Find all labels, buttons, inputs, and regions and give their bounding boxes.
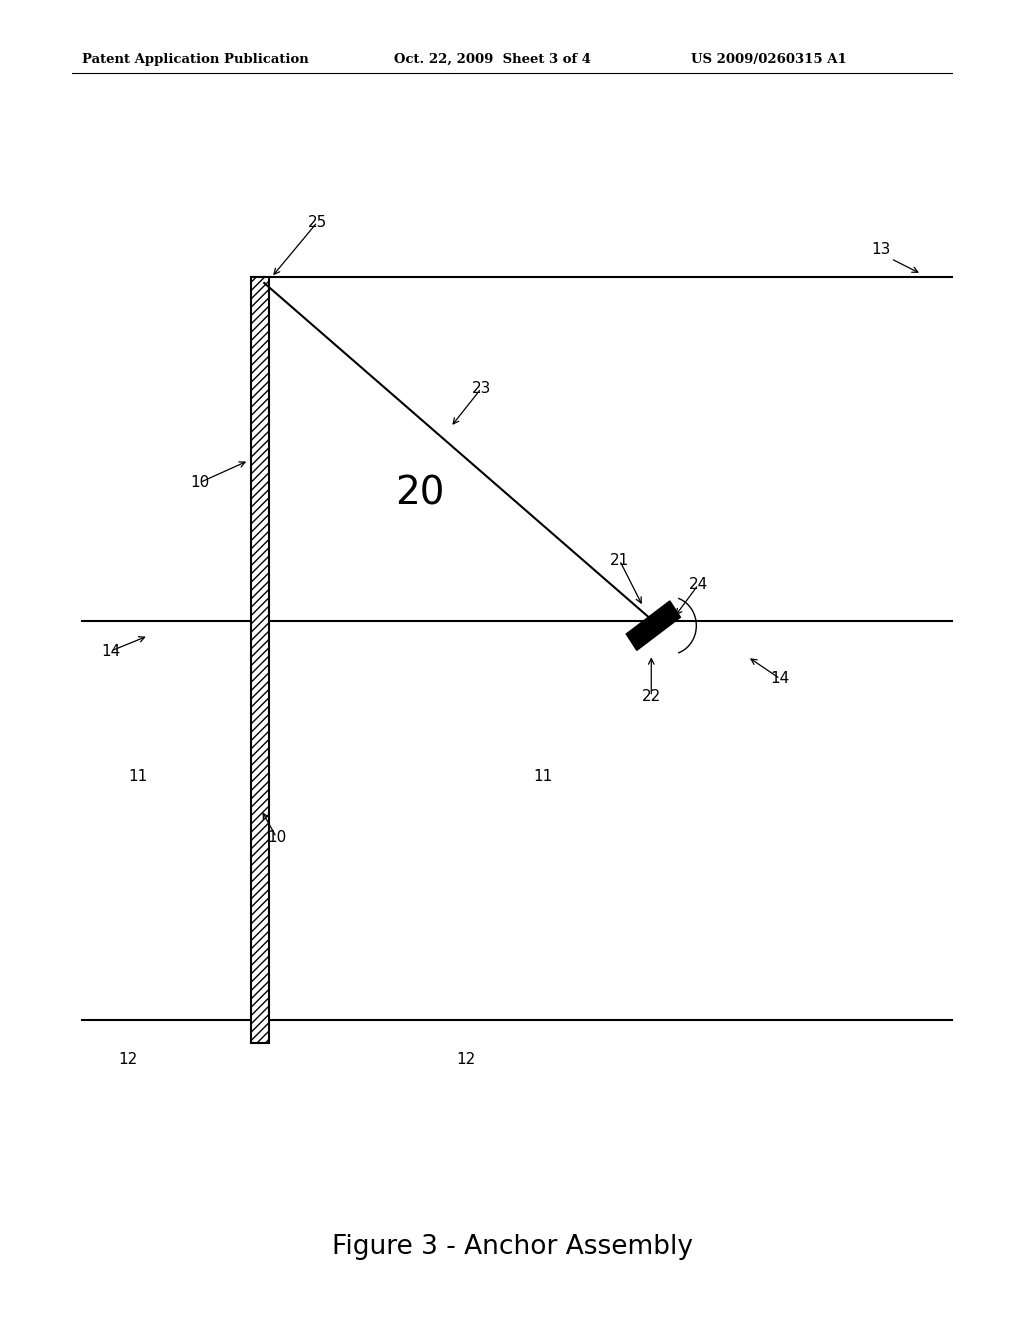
- Text: Figure 3 - Anchor Assembly: Figure 3 - Anchor Assembly: [332, 1234, 692, 1261]
- Text: 13: 13: [871, 243, 890, 257]
- Text: 25: 25: [308, 215, 327, 230]
- Bar: [251, 277, 269, 1043]
- Text: 10: 10: [267, 830, 286, 845]
- Text: 21: 21: [610, 553, 629, 568]
- Text: 22: 22: [642, 689, 660, 704]
- Text: 10: 10: [190, 475, 209, 490]
- Text: 11: 11: [534, 770, 552, 784]
- Text: 23: 23: [472, 381, 490, 396]
- Polygon shape: [627, 601, 680, 651]
- Text: 14: 14: [101, 644, 120, 659]
- Text: 11: 11: [129, 770, 147, 784]
- Text: 20: 20: [395, 475, 444, 512]
- Text: Patent Application Publication: Patent Application Publication: [82, 53, 308, 66]
- Text: 24: 24: [689, 577, 708, 593]
- Text: 14: 14: [771, 672, 790, 686]
- Text: US 2009/0260315 A1: US 2009/0260315 A1: [691, 53, 847, 66]
- Text: Oct. 22, 2009  Sheet 3 of 4: Oct. 22, 2009 Sheet 3 of 4: [394, 53, 591, 66]
- Text: 12: 12: [457, 1052, 475, 1067]
- Text: 12: 12: [119, 1052, 137, 1067]
